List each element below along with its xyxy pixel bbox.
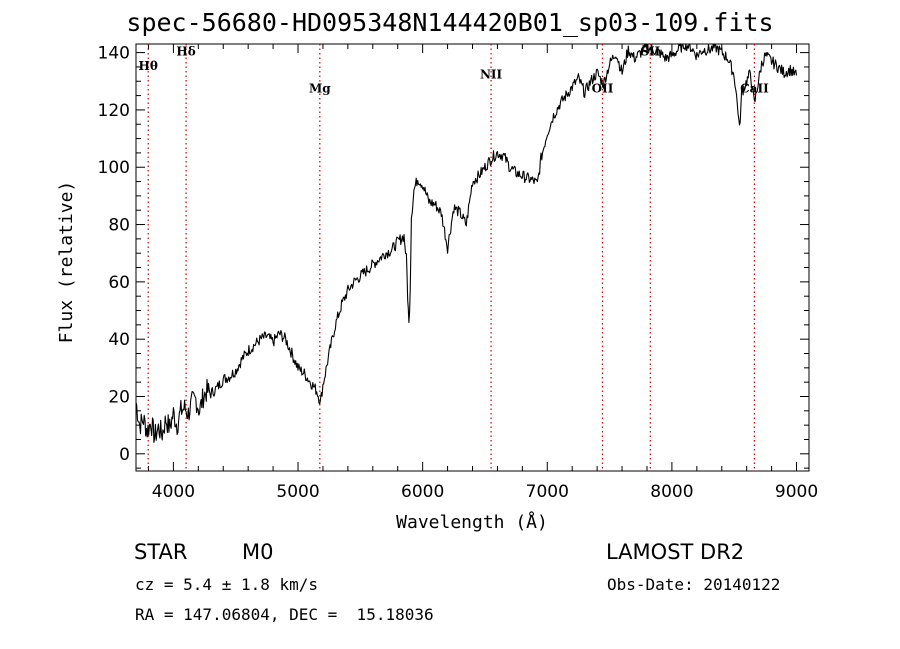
y-tick-label: 40: [108, 330, 130, 350]
line-label: SII: [640, 44, 660, 58]
x-tick-label: 4000: [152, 482, 195, 502]
chart-title: spec-56680-HD095348N144420B01_sp03-109.f…: [126, 8, 774, 37]
redshift-velocity: cz = 5.4 ± 1.8 km/s: [135, 575, 319, 594]
line-label: Hθ: [139, 59, 158, 73]
object-subclass: M0: [242, 540, 274, 564]
observation-date: Obs-Date: 20140122: [607, 575, 781, 594]
line-label: Mg: [309, 82, 331, 96]
spectrum-line: [135, 43, 798, 443]
series: [135, 43, 798, 443]
y-tick-label: 80: [108, 216, 130, 236]
survey-name: LAMOST DR2: [606, 540, 745, 564]
y-axis-label: Flux (relative): [56, 181, 77, 344]
x-tick-label: 8000: [650, 482, 693, 502]
coordinates: RA = 147.06804, DEC = 15.18036: [135, 605, 434, 624]
emission-lines: Hθ Hδ Mg NII OII SII CaII: [139, 44, 769, 471]
line-label: Hδ: [176, 44, 195, 58]
x-tick-label: 6000: [401, 482, 444, 502]
object-class: STAR: [134, 540, 188, 564]
y-tick-label: 140: [98, 44, 130, 64]
x-axis-label: Wavelength (Å): [396, 511, 548, 533]
axes: 4000 5000 6000 7000 8000 9000 0 20 40 60 80 100 120 1…: [98, 43, 818, 502]
y-tick-label: 120: [98, 101, 130, 121]
x-tick-label: 7000: [526, 482, 569, 502]
line-label: NII: [480, 67, 503, 81]
y-tick-label: 0: [119, 445, 130, 465]
y-tick-label: 60: [108, 273, 130, 293]
y-tick-label: 20: [108, 387, 130, 407]
x-tick-label: 9000: [775, 482, 818, 502]
line-label: OII: [592, 82, 614, 96]
x-tick-label: 5000: [276, 482, 319, 502]
y-tick-label: 100: [98, 158, 130, 178]
axis-labels: Wavelength (Å) Flux (relative): [56, 181, 548, 533]
plot-frame: [135, 43, 810, 472]
line-label: CaII: [740, 82, 769, 96]
